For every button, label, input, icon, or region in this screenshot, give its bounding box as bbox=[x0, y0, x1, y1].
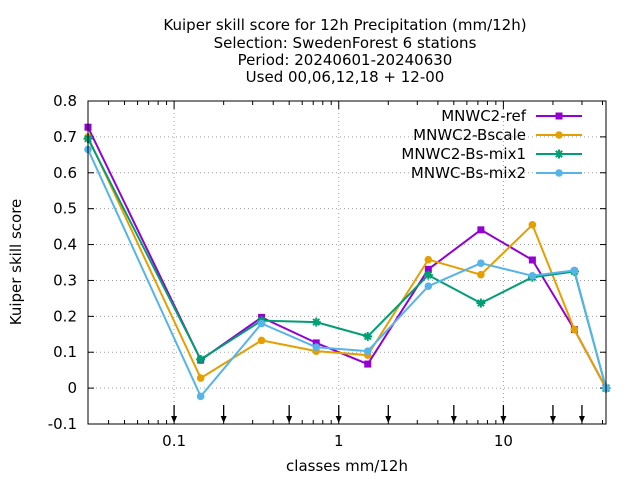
y-axis-ticks: -0.1 0 0.1 0.2 0.3 0.4 0.5 0.6 0.7 0.8 bbox=[48, 92, 606, 433]
legend-entry: MNWC2-Bs-mix1 bbox=[401, 145, 582, 163]
y-tick-label: 0 bbox=[67, 379, 77, 397]
class-arrow-head bbox=[335, 416, 342, 423]
title-line-1: Kuiper skill score for 12h Precipitation… bbox=[163, 16, 526, 34]
data-point bbox=[363, 331, 373, 341]
y-tick-label: 0.2 bbox=[53, 307, 77, 325]
y-tick-label: 0.4 bbox=[53, 236, 77, 254]
data-point bbox=[570, 266, 579, 275]
class-arrow bbox=[549, 405, 556, 423]
class-arrow-head bbox=[385, 416, 392, 423]
legend-entry: MNWC-Bs-mix2 bbox=[411, 164, 582, 182]
class-arrow bbox=[385, 405, 392, 423]
class-arrow bbox=[220, 405, 227, 423]
grid bbox=[88, 101, 606, 424]
class-arrow bbox=[450, 405, 457, 423]
series-line bbox=[87, 138, 607, 389]
x-tick-label: 10 bbox=[494, 432, 513, 450]
data-point bbox=[424, 265, 432, 273]
class-arrow-head bbox=[171, 416, 178, 423]
legend-entry: MNWC2-ref bbox=[441, 107, 582, 125]
legend-entry: MNWC2-Bscale bbox=[413, 126, 582, 144]
class-arrow-head bbox=[286, 416, 293, 423]
data-point bbox=[257, 319, 266, 328]
series-3 bbox=[84, 145, 610, 401]
class-arrow bbox=[335, 405, 342, 423]
data-point bbox=[424, 282, 433, 290]
legend-marker bbox=[554, 149, 564, 159]
legend: MNWC2-refMNWC2-BscaleMNWC2-Bs-mix1MNWC-B… bbox=[401, 107, 582, 182]
y-tick-label: 0.1 bbox=[53, 343, 77, 361]
legend-label: MNWC2-ref bbox=[441, 107, 526, 125]
y-tick-label: -0.1 bbox=[48, 415, 77, 433]
data-point bbox=[424, 255, 433, 264]
legend-marker-d2 bbox=[555, 150, 563, 158]
data-point bbox=[528, 256, 536, 264]
data-point bbox=[363, 347, 372, 355]
data-point-d2 bbox=[312, 318, 321, 326]
x-tick-label: 0.1 bbox=[162, 432, 186, 450]
legend-label: MNWC-Bs-mix2 bbox=[411, 164, 526, 182]
class-arrow-head bbox=[549, 416, 556, 423]
y-tick-label: 0.7 bbox=[53, 128, 77, 146]
title-line-2: Selection: SwedenForest 6 stations bbox=[214, 34, 477, 52]
y-tick-label: 0.3 bbox=[53, 271, 77, 289]
class-arrow-head bbox=[220, 416, 227, 423]
class-arrow-head bbox=[578, 416, 585, 423]
x-axis-ticks: 0.1 1 10 bbox=[108, 101, 604, 450]
y-tick-label: 0.6 bbox=[53, 164, 77, 182]
data-point bbox=[528, 271, 537, 280]
class-arrow bbox=[286, 405, 293, 423]
class-arrow-head bbox=[450, 416, 457, 423]
series-line bbox=[87, 148, 607, 398]
data-point bbox=[311, 317, 321, 327]
class-arrow bbox=[500, 405, 507, 423]
data-point bbox=[570, 325, 579, 334]
series-0 bbox=[84, 123, 610, 392]
data-point bbox=[477, 259, 485, 268]
title-line-4: Used 00,06,12,18 + 12-00 bbox=[246, 68, 445, 86]
data-point bbox=[196, 392, 205, 401]
data-point bbox=[257, 336, 266, 345]
x-axis-label: classes mm/12h bbox=[286, 457, 408, 475]
data-point bbox=[196, 374, 205, 382]
legend-label: MNWC2-Bscale bbox=[413, 126, 526, 144]
x-tick-label: 1 bbox=[334, 432, 344, 450]
legend-marker bbox=[555, 112, 563, 120]
data-point bbox=[477, 270, 485, 279]
y-tick-label: 0.8 bbox=[53, 92, 77, 110]
class-arrow bbox=[171, 405, 178, 423]
class-arrow-head bbox=[500, 416, 507, 423]
legend-label: MNWC2-Bs-mix1 bbox=[401, 145, 526, 163]
y-tick-label: 0.5 bbox=[53, 200, 77, 218]
data-point bbox=[528, 221, 537, 229]
data-point bbox=[196, 354, 206, 364]
data-point-d2 bbox=[424, 271, 433, 279]
title-line-3: Period: 20240601-20240630 bbox=[238, 51, 453, 69]
class-arrows bbox=[171, 405, 585, 423]
data-point bbox=[312, 343, 321, 351]
y-axis-label: Kuiper skill score bbox=[7, 199, 25, 326]
data-point bbox=[312, 339, 320, 347]
data-point bbox=[476, 298, 486, 308]
data-point-d2 bbox=[363, 332, 372, 341]
series-group bbox=[83, 123, 611, 401]
legend-marker bbox=[555, 169, 563, 177]
legend-marker bbox=[555, 131, 563, 139]
data-point bbox=[364, 360, 372, 368]
series-line bbox=[87, 126, 607, 389]
data-point bbox=[423, 270, 433, 280]
class-arrow bbox=[578, 405, 585, 423]
chart-title: Kuiper skill score for 12h Precipitation… bbox=[163, 16, 526, 86]
data-point bbox=[477, 226, 485, 234]
data-point-d2 bbox=[477, 299, 485, 307]
plot-frame bbox=[87, 100, 607, 425]
data-point-d2 bbox=[196, 355, 205, 364]
